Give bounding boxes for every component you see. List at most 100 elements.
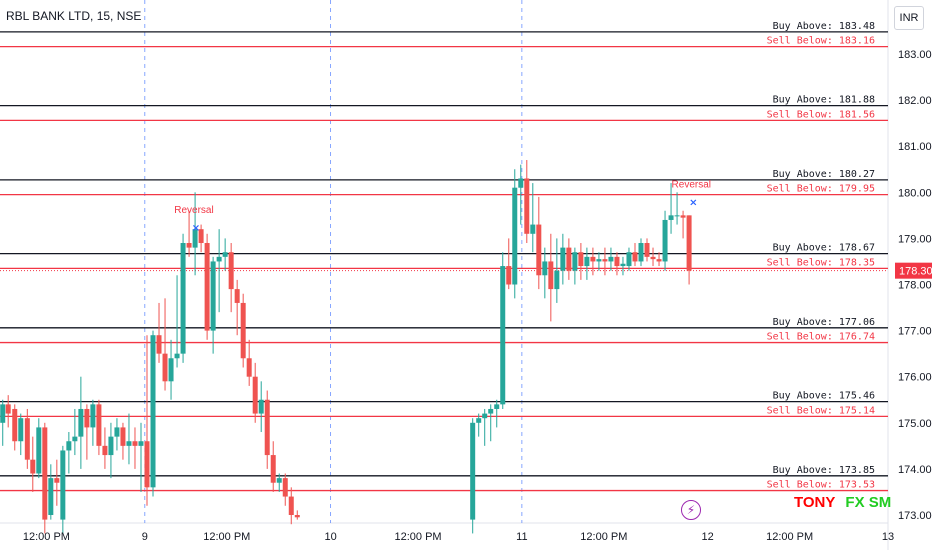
candle-body — [554, 270, 560, 290]
candle-body — [680, 215, 686, 218]
candle-body — [210, 261, 216, 331]
time-tick-label: 12:00 PM — [394, 531, 441, 543]
time-tick-label: 12:00 PM — [203, 531, 250, 543]
candle-body — [204, 243, 210, 331]
candle-body — [114, 427, 120, 437]
candle-body — [54, 478, 60, 483]
candle-body — [234, 289, 240, 303]
candle-body — [572, 252, 578, 271]
candle-body — [186, 243, 192, 248]
candle-body — [48, 478, 54, 515]
currency-button[interactable]: INR — [894, 6, 924, 30]
price-tick-label: 179.00 — [898, 233, 932, 245]
candle-body — [66, 441, 72, 451]
buy-level-label: Buy Above: 183.48 — [773, 21, 875, 32]
candle-body — [72, 436, 78, 442]
time-tick-label: 12:00 PM — [766, 531, 813, 543]
candle-body — [5, 404, 11, 414]
candle-body — [282, 478, 288, 497]
candle-body — [500, 266, 506, 405]
sell-level-label: Sell Below: 173.53 — [767, 480, 875, 491]
candle-body — [246, 358, 252, 377]
candle-body — [84, 408, 90, 428]
buy-level-label: Buy Above: 177.06 — [773, 317, 875, 328]
candle-body — [276, 478, 282, 483]
buy-level-label: Buy Above: 173.85 — [773, 465, 875, 476]
candle-body — [476, 418, 482, 423]
candle-body — [24, 418, 30, 460]
time-tick-label: 11 — [516, 531, 527, 543]
price-tick-label: 178.00 — [898, 280, 932, 292]
candle-body — [252, 376, 258, 414]
candle-body — [536, 224, 542, 276]
session-dividers — [144, 0, 523, 523]
buy-sell-levels: Buy Above: 183.48 Sell Below: 183.16 Buy A… — [0, 21, 888, 492]
sell-level-label: Sell Below: 176.74 — [767, 332, 875, 343]
candle-body — [222, 252, 228, 257]
candle-body — [12, 408, 18, 442]
current-price-tag — [895, 262, 932, 279]
candle-body — [294, 515, 300, 518]
candle-body — [662, 219, 668, 262]
watermark-part2: FX SM — [845, 494, 892, 511]
time-tick-label: 12 — [702, 531, 714, 543]
candle-body — [60, 450, 66, 520]
candle-body — [258, 399, 264, 414]
price-tick-label: 181.00 — [898, 141, 932, 153]
candle-body — [584, 256, 590, 267]
price-tick-label: 173.00 — [898, 510, 932, 522]
price-tick-label: 176.00 — [898, 372, 932, 384]
candle-body — [644, 243, 650, 257]
candle-body — [144, 441, 150, 488]
candle-body — [626, 252, 632, 267]
buy-level-label: Buy Above: 181.88 — [773, 95, 875, 106]
time-tick-label: 10 — [324, 531, 336, 543]
candle-body — [30, 459, 36, 474]
candle-body — [42, 427, 48, 520]
candle-body — [650, 256, 656, 260]
price-tick-label: 177.00 — [898, 326, 932, 338]
time-axis[interactable]: 12:00 PM 9 12:00 PM 10 12:00 PM 11 12:00 PM 12 1… — [23, 531, 894, 543]
candle-body — [150, 335, 156, 488]
candle-body — [620, 263, 626, 267]
candle-body — [228, 252, 234, 290]
candle-body — [162, 353, 168, 382]
current-price-label: 178.30 — [899, 266, 932, 278]
reversal-annotation: Reversal — [174, 205, 213, 216]
candle-body — [590, 256, 596, 262]
candle-body — [180, 243, 186, 354]
candle-body — [608, 256, 614, 262]
time-tick-label: 12:00 PM — [580, 531, 627, 543]
candle-body — [102, 445, 108, 456]
candle-body — [488, 408, 494, 414]
candle-body — [126, 441, 132, 446]
candle-body — [686, 215, 692, 271]
watermark-part1: TONY — [794, 494, 836, 511]
candle-body — [120, 427, 126, 446]
chart-title: RBL BANK LTD, 15, NSE — [6, 9, 142, 23]
time-tick-label: 12:00 PM — [23, 531, 70, 543]
sell-level-label: Sell Below: 181.56 — [767, 109, 875, 120]
candle-body — [602, 259, 608, 262]
price-tick-label: 183.00 — [898, 49, 932, 61]
candle-body — [566, 247, 572, 271]
sell-level-label: Sell Below: 179.95 — [767, 184, 875, 195]
sell-level-label: Sell Below: 183.16 — [767, 36, 875, 47]
candle-body — [482, 413, 488, 419]
buy-level-label: Buy Above: 175.46 — [773, 391, 875, 402]
reversal-marker: × — [689, 198, 697, 209]
price-axis[interactable]: 173.00 174.00 175.00 176.00 177.00 178.00 179.… — [895, 49, 932, 522]
sell-level-label: Sell Below: 178.35 — [767, 257, 875, 268]
candle-body — [90, 404, 96, 428]
lightning-bolt-icon[interactable]: ⚡ — [681, 500, 701, 520]
candle-body — [138, 441, 144, 446]
candle-body — [132, 441, 138, 446]
candle-body — [288, 496, 294, 515]
watermark: TONY FX SM — [794, 494, 891, 511]
candle-body — [216, 256, 222, 262]
candle-body — [192, 229, 198, 248]
candle-body — [614, 256, 620, 267]
annotations: Reversal × Reversal × — [174, 180, 711, 234]
candle-body — [524, 178, 530, 234]
